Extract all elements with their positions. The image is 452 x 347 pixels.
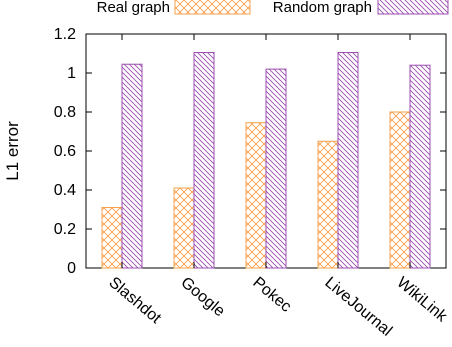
y-tick-label: 1.2 [54, 26, 76, 43]
bar-real-graph [389, 111, 411, 269]
legend-label-random: Random graph [273, 0, 372, 16]
legend-swatch-random [377, 0, 449, 15]
x-tick-label: WikiLink [393, 274, 450, 326]
bar-random-graph [121, 63, 143, 269]
y-tick-label: 0.6 [54, 143, 76, 160]
bar-random-graph [265, 68, 287, 269]
legend-swatch-real [174, 0, 251, 15]
x-tick-label: Google [177, 274, 228, 320]
plot-area: 0 0.2 0.4 0.6 0.8 1 1.2 Slashdot Google Pokec Live… [54, 26, 451, 340]
y-tick-label: 0.8 [54, 104, 76, 121]
x-tick-label: Slashdot [105, 274, 164, 327]
bar-random-graph [193, 52, 215, 269]
x-tick-label: Pokec [249, 274, 294, 316]
y-tick-label: 1 [67, 65, 76, 82]
bar-real-graph [101, 207, 123, 269]
x-tick-label: LiveJournal [321, 274, 395, 340]
bar-random-graph [409, 64, 431, 269]
bar-real-graph [245, 122, 267, 269]
bar-real-graph [173, 187, 195, 269]
y-tick-label: 0.2 [54, 221, 76, 238]
y-axis-label: L1 error [3, 121, 22, 181]
y-tick-label: 0.4 [54, 182, 76, 199]
bar-real-graph [317, 140, 339, 269]
legend: Real graph Random graph [97, 0, 449, 16]
legend-label-real: Real graph [97, 0, 170, 16]
bar-random-graph [337, 52, 359, 269]
y-tick-label: 0 [67, 260, 76, 277]
